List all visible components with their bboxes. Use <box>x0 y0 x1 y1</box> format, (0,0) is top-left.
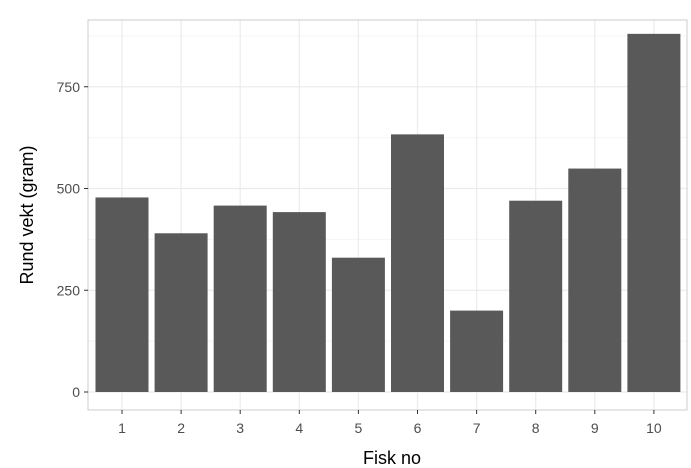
x-tick-label: 3 <box>236 420 244 436</box>
bar-1 <box>95 197 149 392</box>
y-tick-label: 500 <box>57 181 81 197</box>
x-tick-label: 6 <box>414 420 422 436</box>
x-tick-label: 2 <box>177 420 185 436</box>
y-tick-label: 0 <box>72 384 80 400</box>
x-tick-label: 9 <box>591 420 599 436</box>
y-tick-label: 750 <box>57 79 81 95</box>
y-axis: 0 250 500 750 <box>57 79 88 400</box>
y-axis-title: Rund vekt (gram) <box>17 145 37 284</box>
x-tick-label: 7 <box>473 420 481 436</box>
x-tick-label: 5 <box>355 420 363 436</box>
panel-border <box>87 19 688 411</box>
x-tick-label: 10 <box>646 420 662 436</box>
bars <box>95 33 681 393</box>
bar-2 <box>154 233 208 392</box>
bar-8 <box>509 200 563 392</box>
x-tick-label: 4 <box>295 420 303 436</box>
x-tick-label: 1 <box>118 420 126 436</box>
bar-9 <box>568 168 622 392</box>
bar-6 <box>391 134 444 392</box>
bar-4 <box>272 212 326 392</box>
bar-7 <box>450 310 504 392</box>
x-tick-label: 8 <box>532 420 540 436</box>
y-tick-label: 250 <box>57 282 81 298</box>
bar-5 <box>331 257 385 392</box>
x-axis-title: Fisk no <box>363 448 421 468</box>
bar-10 <box>627 33 681 393</box>
bar-3 <box>213 205 267 392</box>
x-axis: 1 2 3 4 5 6 7 8 9 10 <box>118 410 662 436</box>
